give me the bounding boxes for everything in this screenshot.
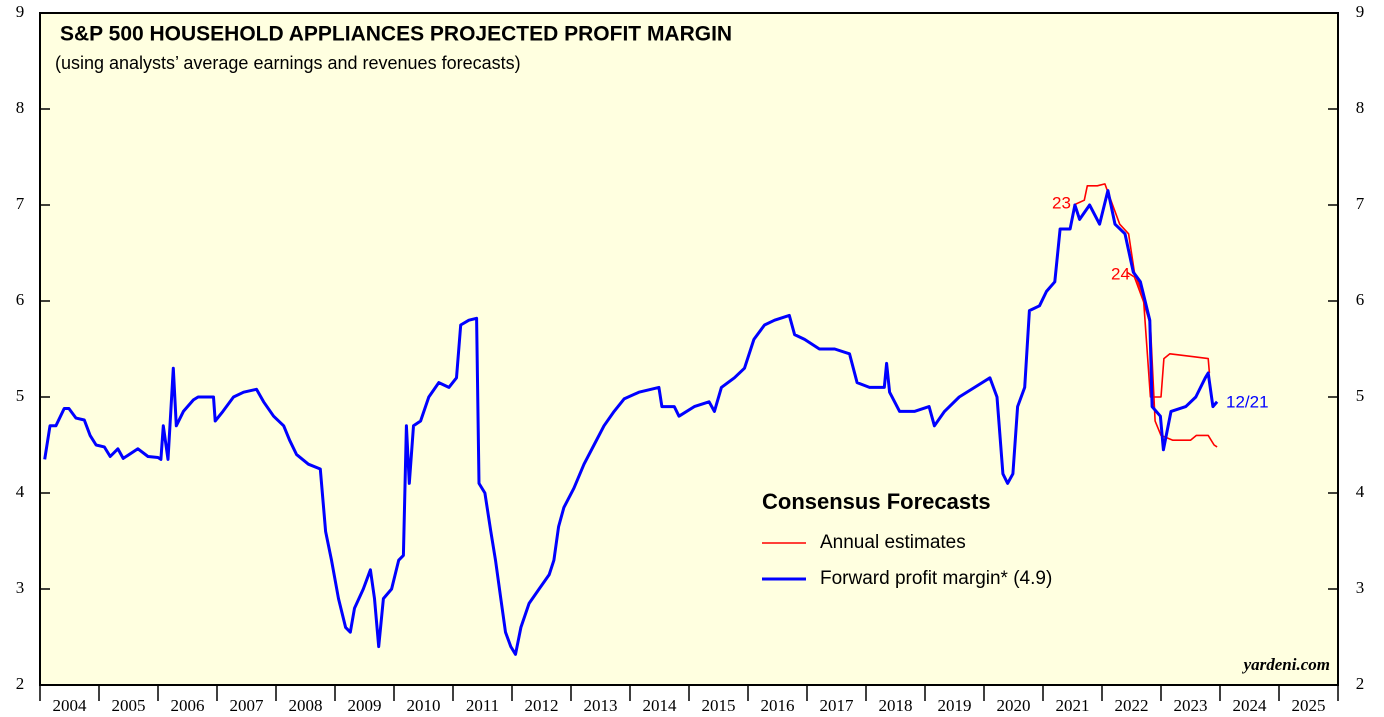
x-tick-label: 2008 [289, 696, 323, 715]
x-tick-label: 2013 [584, 696, 618, 715]
annotation: 23 [1052, 193, 1071, 212]
y2-tick-label: 9 [1356, 2, 1365, 21]
x-tick-label: 2017 [820, 696, 855, 715]
legend-label: Forward profit margin* (4.9) [820, 568, 1052, 589]
y2-tick-label: 3 [1356, 578, 1365, 597]
y2-tick-label: 4 [1356, 482, 1365, 501]
y2-tick-label: 6 [1356, 290, 1365, 309]
chart-subtitle: (using analysts’ average earnings and re… [55, 53, 521, 73]
y2-tick-label: 7 [1356, 194, 1365, 213]
x-tick-label: 2018 [879, 696, 913, 715]
y2-tick-label: 2 [1356, 674, 1365, 693]
x-tick-label: 2006 [171, 696, 205, 715]
plot-area [39, 12, 1339, 686]
x-tick-label: 2014 [643, 696, 678, 715]
y-tick-label: 3 [16, 578, 25, 597]
y-tick-label: 4 [16, 482, 25, 501]
x-tick-label: 2025 [1292, 696, 1326, 715]
x-tick-label: 2016 [761, 696, 795, 715]
x-tick-label: 2021 [1056, 696, 1090, 715]
y-tick-label: 5 [16, 386, 25, 405]
x-tick-label: 2012 [525, 696, 559, 715]
x-tick-label: 2020 [997, 696, 1031, 715]
y-tick-label: 8 [16, 98, 25, 117]
y2-tick-label: 5 [1356, 386, 1365, 405]
annotation: 12/21 [1226, 392, 1269, 411]
watermark: yardeni.com [1242, 655, 1330, 674]
chart-title: S&P 500 HOUSEHOLD APPLIANCES PROJECTED P… [60, 23, 732, 46]
x-tick-label: 2024 [1233, 696, 1268, 715]
y-tick-label: 9 [16, 2, 25, 21]
annotation: 24 [1111, 264, 1130, 283]
y-tick-label: 6 [16, 290, 25, 309]
legend-label: Annual estimates [820, 532, 966, 553]
x-tick-label: 2010 [407, 696, 441, 715]
y-tick-label: 2 [16, 674, 25, 693]
x-tick-label: 2004 [53, 696, 88, 715]
x-tick-label: 2011 [466, 696, 499, 715]
y2-tick-label: 8 [1356, 98, 1365, 117]
y-tick-label: 7 [16, 194, 25, 213]
x-tick-label: 2022 [1115, 696, 1149, 715]
x-tick-label: 2019 [938, 696, 972, 715]
x-tick-label: 2023 [1174, 696, 1208, 715]
legend-title: Consensus Forecasts [762, 489, 991, 514]
x-tick-label: 2007 [230, 696, 265, 715]
x-tick-label: 2009 [348, 696, 382, 715]
x-tick-label: 2005 [112, 696, 146, 715]
line-series [43, 189, 1219, 656]
x-tick-label: 2015 [702, 696, 736, 715]
